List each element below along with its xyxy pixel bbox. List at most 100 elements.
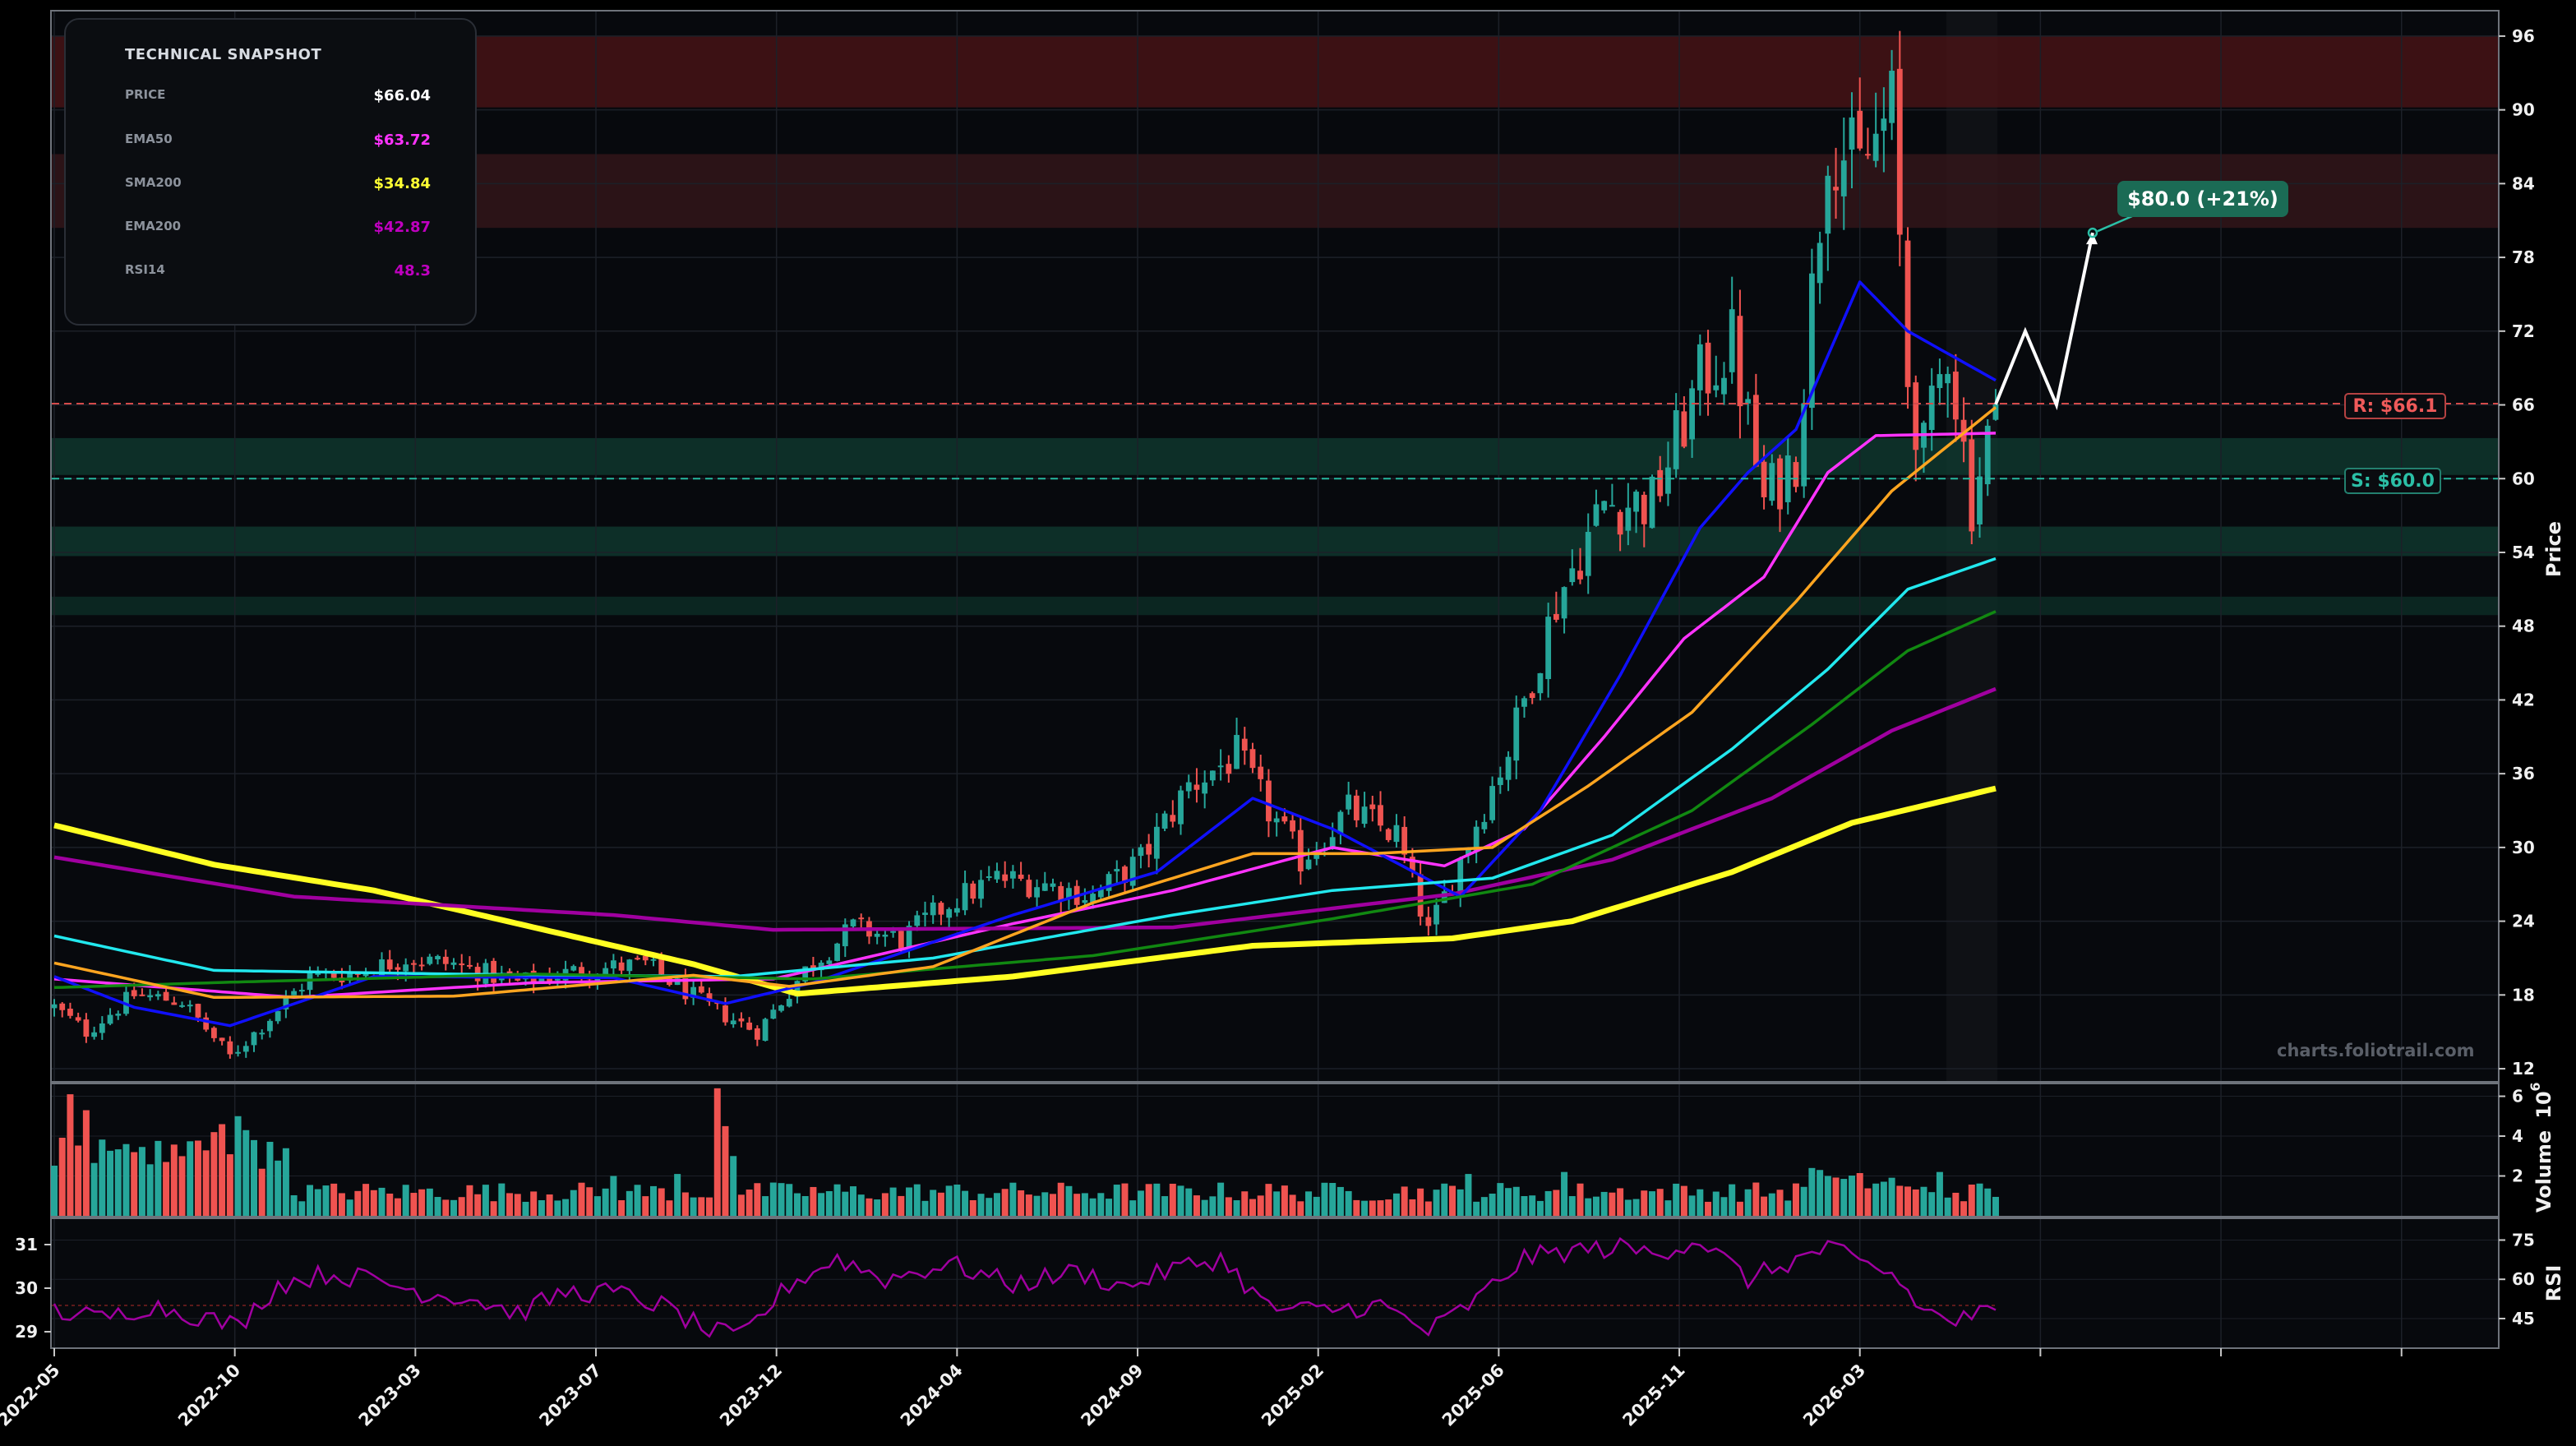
candle-body [1952,372,1959,420]
candle-body [147,995,154,998]
candle-body [1153,826,1160,859]
volume-bar [1761,1196,1768,1216]
volume-bar [194,1140,201,1216]
volume-bar [1257,1195,1264,1216]
volume-bar [1752,1182,1760,1216]
volume-bar [1600,1191,1608,1216]
candle-body [1297,829,1304,872]
volume-bar [1025,1194,1032,1216]
ema75-line [53,406,1997,1000]
candle-body [1601,501,1608,510]
candle-body [1266,780,1272,822]
volume-bar [1673,1183,1680,1216]
snapshot-row-sma200: SMA200 $34.84 [125,175,431,195]
candle-body [1809,273,1815,409]
snapshot-label: RSI14 [125,262,165,277]
volume-bar [1353,1199,1360,1216]
volume-bar [426,1188,433,1216]
volume-bar [562,1199,570,1216]
candle-body [163,991,169,1001]
candle-body [1146,843,1152,855]
candle-body [1378,805,1383,826]
candle-body [395,967,401,970]
candle-body [1896,68,1903,235]
candle-body [922,912,928,915]
candle-body [1425,917,1432,926]
volume-bar [650,1185,657,1216]
price-tick-label: 66 [2512,395,2535,415]
candle-body [139,994,145,996]
candle-body [1281,816,1288,822]
volume-bar [906,1187,913,1216]
volume-bar [1561,1171,1568,1216]
volume-bar [178,1156,186,1216]
candle-body [898,931,904,949]
volume-bar [418,1189,426,1216]
rsi-left-tick-label: 29 [15,1322,38,1342]
candle-body [379,959,385,976]
rsi-left-tick-label: 31 [15,1235,38,1254]
candle-body [1752,395,1759,467]
volume-bar [1217,1182,1225,1216]
volume-bar [1065,1185,1073,1216]
candle-body [1202,782,1208,794]
volume-bar [1233,1200,1240,1216]
price-tick-label: 96 [2512,26,2535,46]
support-label: S: $60.0 [2344,468,2441,494]
candle-body [1593,504,1600,526]
candle-body [1889,71,1895,123]
candle-body [626,959,633,972]
snapshot-row-rsi14: RSI14 48.3 [125,262,431,282]
volume-bar [107,1150,114,1216]
candle-body [1353,795,1360,820]
volume-bar [514,1194,521,1216]
candle-body [450,962,457,965]
candle-body [1521,698,1527,707]
candle-body [75,1017,81,1021]
candle-body [786,999,792,1007]
volume-bar [442,1199,450,1216]
rsi-line [53,1236,1997,1338]
snapshot-value: $66.04 [373,87,431,104]
volume-bar [1185,1188,1193,1216]
volume-bar [1321,1182,1328,1216]
candle-body [1010,871,1016,879]
volume-bar [1992,1196,1999,1216]
candle-body [283,996,289,1009]
candle-body [978,880,984,899]
candle-body [658,959,665,975]
volume-bar [1073,1194,1081,1216]
candle-body [235,1051,241,1054]
candle-body [1466,848,1471,856]
volume-bar [1840,1179,1848,1216]
volume-tick-label: 4 [2512,1126,2523,1146]
candle-body [1041,883,1048,891]
volume-bar [889,1187,897,1216]
candle-body [1537,672,1544,694]
candle-body [1241,738,1248,751]
snapshot-title: TECHNICAL SNAPSHOT [125,46,322,63]
projection-path [1994,232,2094,411]
volume-bar [1904,1186,1912,1216]
candle-body [1801,403,1807,487]
candle-body [602,968,609,976]
volume-bar [1505,1188,1512,1216]
candle-body [211,1028,217,1038]
volume-bar [1712,1191,1720,1216]
candle-body [1138,847,1144,857]
candle-body [1585,532,1591,576]
candle-body [1825,175,1831,234]
candle-body [1984,425,1991,485]
volume-bar [1808,1167,1816,1216]
candle-body [547,975,553,983]
volume-bar [1800,1186,1807,1216]
sma200-line [53,785,1997,997]
price-tick-label: 18 [2512,985,2535,1005]
volume-bar [466,1185,473,1216]
candle-body [1857,110,1863,149]
candle-body [762,1019,769,1042]
volume-bar [1409,1199,1416,1216]
candle-body [1058,885,1064,902]
candle-body [1705,342,1711,394]
volume-bar [210,1132,218,1216]
